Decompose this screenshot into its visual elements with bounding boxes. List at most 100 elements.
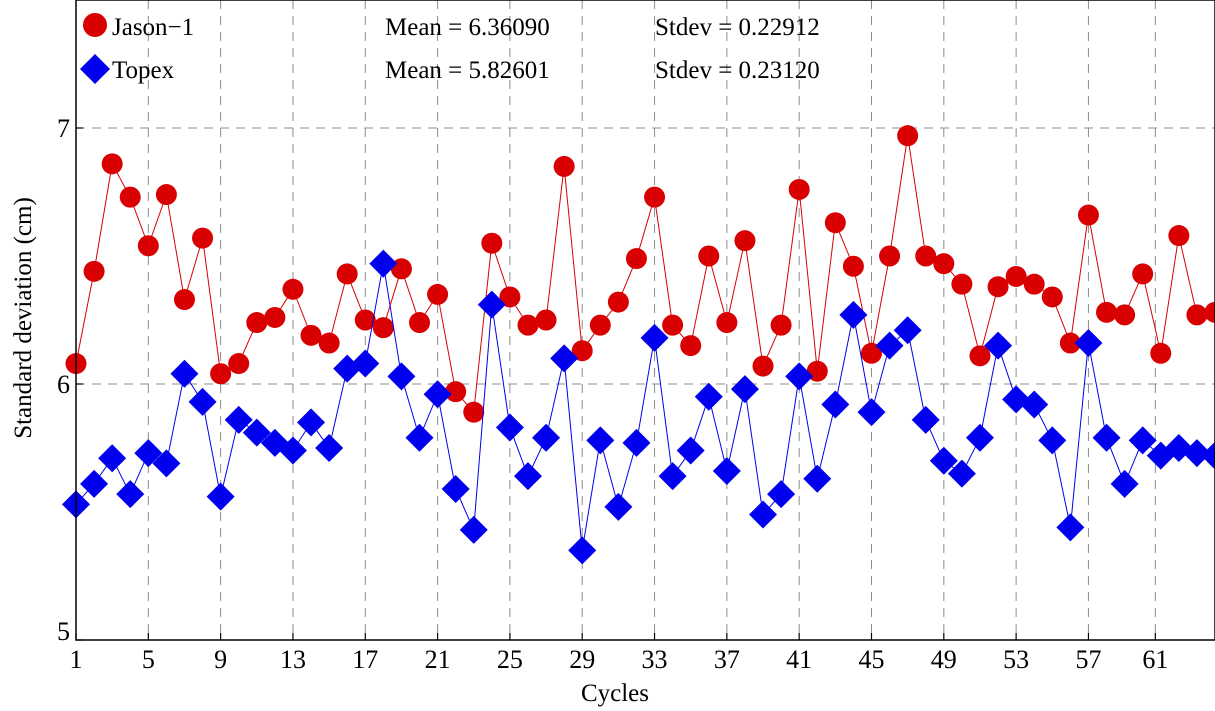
x-tick-label: 33 — [642, 645, 668, 674]
topex-point — [170, 359, 199, 388]
topex-point — [965, 423, 994, 452]
topex-point — [694, 382, 723, 411]
topex-point — [749, 500, 778, 529]
legend-jason-marker — [83, 13, 107, 37]
topex-point — [477, 290, 506, 319]
topex-point — [1074, 329, 1103, 358]
x-tick-label: 37 — [714, 645, 740, 674]
jason-point — [987, 276, 1009, 298]
jason-point — [553, 155, 575, 177]
jason-point — [680, 335, 702, 357]
topex-point — [658, 462, 687, 491]
stats-annotations: Mean = 6.36090 Stdev = 0.22912 Mean = 5.… — [385, 14, 820, 84]
x-axis-label: Cycles — [581, 680, 649, 707]
topex-point — [1182, 439, 1211, 468]
jason-point — [716, 312, 738, 334]
topex-point — [803, 464, 832, 493]
topex-point — [1110, 469, 1139, 498]
topex-mean-text: Mean = 5.82601 — [385, 57, 550, 84]
topex-point — [1128, 426, 1157, 455]
jason-point — [879, 245, 901, 267]
topex-point — [369, 249, 398, 278]
jason-point — [83, 260, 105, 282]
jason-point — [1077, 204, 1099, 226]
jason-point — [933, 253, 955, 275]
topex-point — [712, 457, 741, 486]
jason-point — [644, 186, 666, 208]
x-tick-label: 45 — [858, 645, 884, 674]
jason-point — [951, 273, 973, 295]
jason-point — [137, 235, 159, 257]
jason-point — [517, 314, 539, 336]
topex-point — [604, 492, 633, 521]
jason-point — [463, 401, 485, 423]
jason-point — [1150, 342, 1172, 364]
jason-point — [1186, 304, 1208, 326]
topex-point — [785, 362, 814, 391]
jason-point — [1168, 225, 1190, 247]
topex-series — [62, 249, 1215, 565]
topex-point — [297, 408, 326, 437]
topex-point — [622, 428, 651, 457]
topex-point — [188, 387, 217, 416]
x-tick-label: 1 — [70, 645, 83, 674]
x-tick-label: 61 — [1142, 645, 1168, 674]
x-tick-label: 9 — [214, 645, 227, 674]
jason-series — [65, 125, 1215, 423]
jason-point — [264, 306, 286, 328]
topex-point — [767, 480, 796, 509]
topex-point — [116, 480, 145, 509]
jason-point — [824, 212, 846, 234]
topex-point — [640, 323, 669, 352]
topex-point — [423, 380, 452, 409]
topex-point — [278, 436, 307, 465]
x-tick-label: 25 — [497, 645, 523, 674]
jason-point — [752, 355, 774, 377]
legend-topex-marker — [80, 54, 110, 84]
topex-point — [821, 390, 850, 419]
jason-point — [282, 278, 304, 300]
topex-point — [893, 316, 922, 345]
x-tick-label: 13 — [280, 645, 306, 674]
topex-point — [315, 434, 344, 462]
topex-point — [495, 413, 524, 442]
jason-point — [1005, 265, 1027, 287]
jason-point — [969, 345, 991, 367]
jason-point — [788, 178, 810, 200]
topex-point — [459, 515, 488, 544]
topex-point — [929, 446, 958, 475]
y-tick-label: 6 — [57, 370, 70, 399]
topex-point — [947, 459, 976, 488]
topex-point — [984, 331, 1013, 360]
jason-point — [354, 309, 376, 331]
y-axis-label: Standard deviation (cm) — [10, 197, 37, 439]
jason-point — [481, 232, 503, 254]
topex-point — [1056, 513, 1085, 542]
topex-point — [405, 423, 434, 452]
jason-point — [915, 245, 937, 267]
jason-point — [589, 314, 611, 336]
jason-point — [1132, 263, 1154, 285]
jason-point — [1041, 286, 1063, 308]
jason-series-line — [75, 135, 1215, 414]
legend-topex-label: Topex — [112, 57, 175, 84]
topex-point — [730, 375, 759, 404]
jason-point — [1096, 301, 1118, 323]
jason-point — [770, 314, 792, 336]
topex-point — [351, 349, 380, 378]
plot-frame — [75, 0, 1215, 641]
series-layer — [62, 125, 1215, 565]
jason-point — [155, 184, 177, 206]
x-tick-label: 49 — [931, 645, 957, 674]
topex-point — [224, 405, 253, 434]
topex-point — [513, 462, 542, 491]
jason-point — [842, 255, 864, 277]
jason-point — [427, 283, 449, 305]
topex-point — [532, 423, 561, 452]
topex-point — [80, 469, 109, 498]
jason-point — [535, 309, 557, 331]
topex-point — [1092, 423, 1121, 452]
topex-point — [387, 362, 416, 391]
